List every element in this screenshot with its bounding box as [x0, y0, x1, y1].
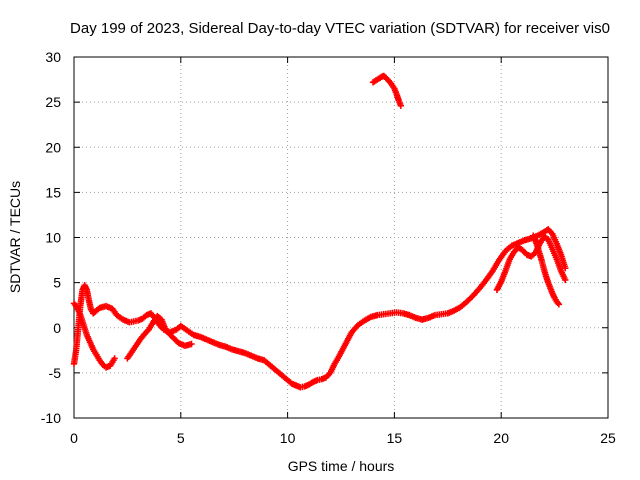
y-tick-label: 20	[45, 139, 61, 155]
data-point	[111, 355, 118, 362]
series-trace-d	[493, 233, 569, 294]
grid-lines	[74, 57, 608, 418]
y-tick-label: 30	[45, 49, 61, 65]
series-trace-e	[530, 232, 563, 308]
y-tick-label: 0	[53, 320, 61, 336]
y-axis-label: SDTVAR / TECUs	[7, 181, 23, 293]
series-trace-b	[70, 300, 118, 371]
data-point	[562, 276, 569, 284]
chart-title: Day 199 of 2023, Sidereal Day-to-day VTE…	[70, 20, 610, 37]
data-point	[555, 301, 563, 308]
axis-ticks	[73, 56, 609, 419]
y-tick-label: 10	[45, 230, 61, 246]
x-tick-label: 10	[280, 430, 296, 446]
series-trace-f	[369, 72, 405, 109]
x-tick-labels: 0 5 10 15 20 25	[70, 430, 616, 446]
y-tick-label: -10	[41, 410, 61, 426]
x-tick-label: 20	[493, 430, 509, 446]
y-tick-label: 15	[45, 184, 61, 200]
series-trace-a	[70, 226, 569, 391]
data-marks	[70, 72, 569, 391]
x-tick-label: 0	[70, 430, 78, 446]
y-tick-label: 25	[45, 94, 61, 110]
data-point	[397, 102, 405, 109]
series-trace-c	[124, 312, 195, 362]
y-tick-label: 5	[53, 275, 61, 291]
y-tick-labels: -10 -5 0 5 10 15 20 25 30	[41, 49, 61, 426]
x-tick-label: 25	[600, 430, 616, 446]
x-tick-label: 15	[387, 430, 403, 446]
data-point	[188, 340, 195, 348]
x-axis-label: GPS time / hours	[288, 458, 395, 474]
y-tick-label: -5	[49, 365, 62, 381]
x-tick-label: 5	[177, 430, 185, 446]
